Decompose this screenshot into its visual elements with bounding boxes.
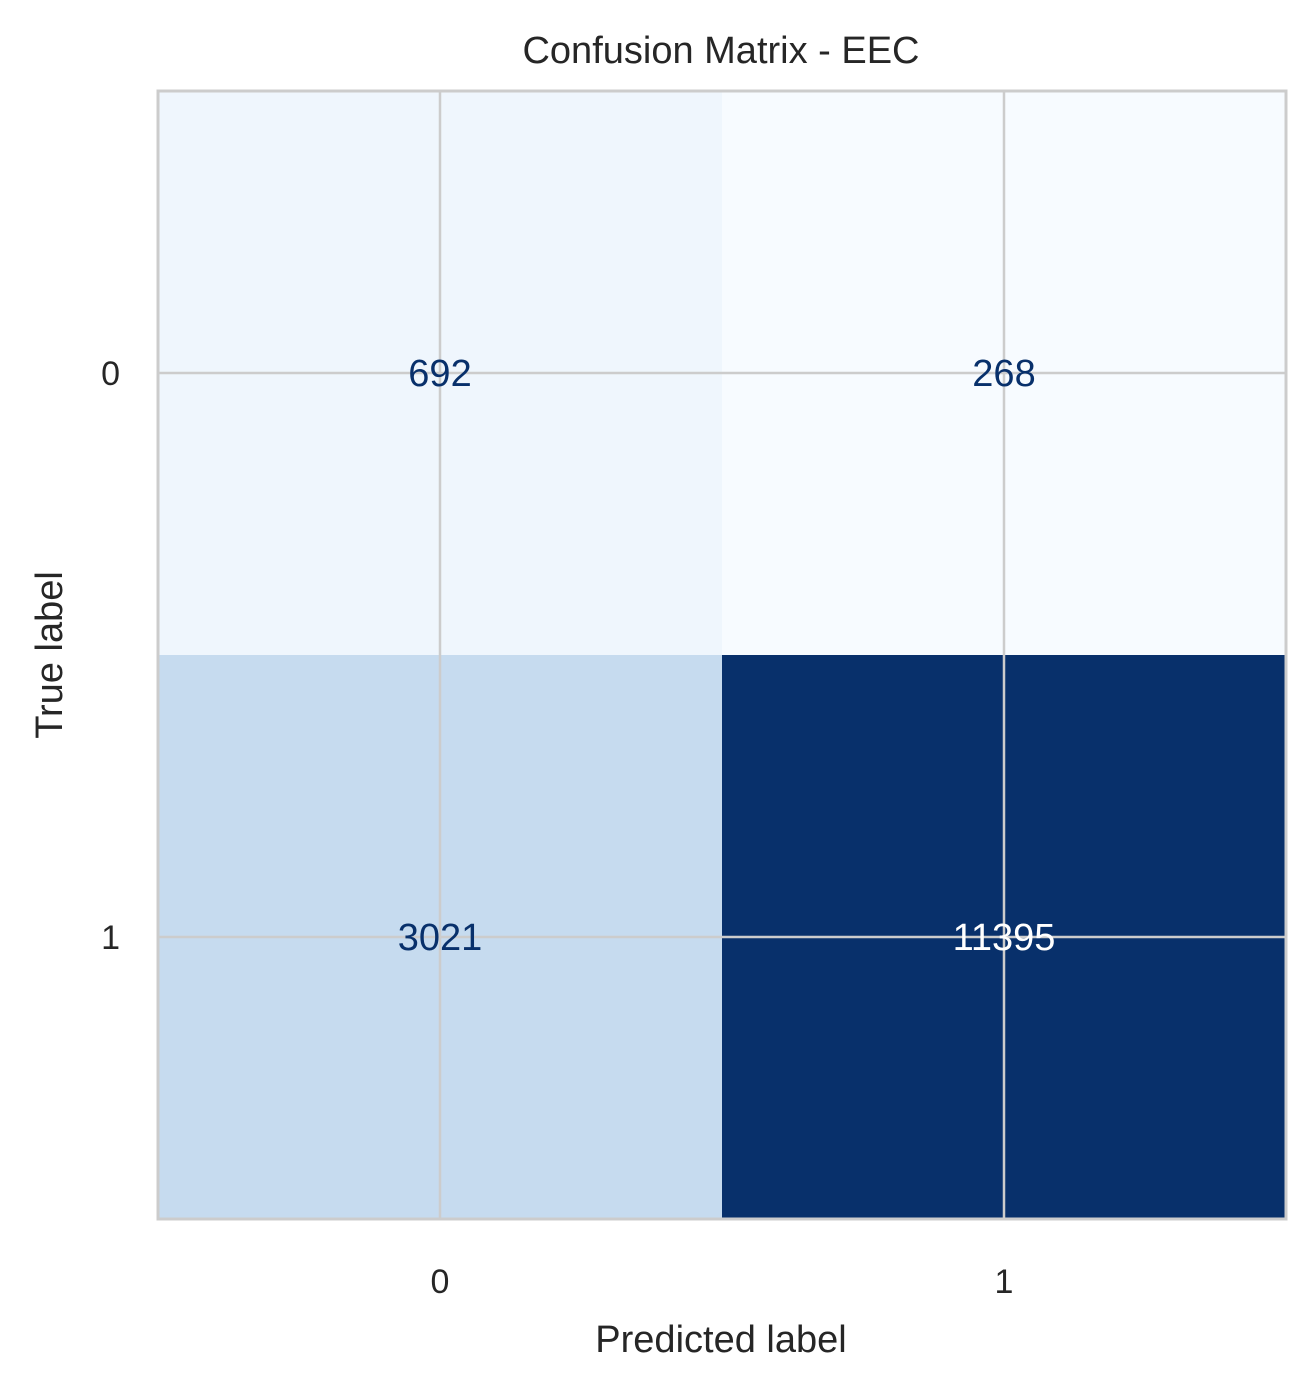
- axis-ticks: 0 1 0 1: [101, 355, 1013, 1301]
- cell-value-labels: 692 268 3021 11395: [398, 353, 1056, 959]
- gridlines: [158, 91, 1286, 1219]
- plot-frame: [156, 89, 1288, 1221]
- cell-value-0-1: 268: [972, 353, 1035, 395]
- y-tick-label-1: 1: [101, 919, 120, 957]
- cell-value-1-1: 11395: [953, 917, 1056, 959]
- x-tick-label-1: 1: [995, 1263, 1014, 1301]
- x-axis-label: Predicted label: [595, 1319, 846, 1361]
- x-tick-label-0: 0: [431, 1263, 450, 1301]
- cell-value-0-0: 692: [408, 353, 471, 395]
- y-axis-label: True label: [29, 571, 71, 739]
- heatmap-cells: [158, 91, 1287, 1220]
- chart-title: Confusion Matrix - EEC: [522, 30, 919, 72]
- cell-value-1-0: 3021: [398, 917, 483, 959]
- y-tick-label-0: 0: [101, 355, 120, 393]
